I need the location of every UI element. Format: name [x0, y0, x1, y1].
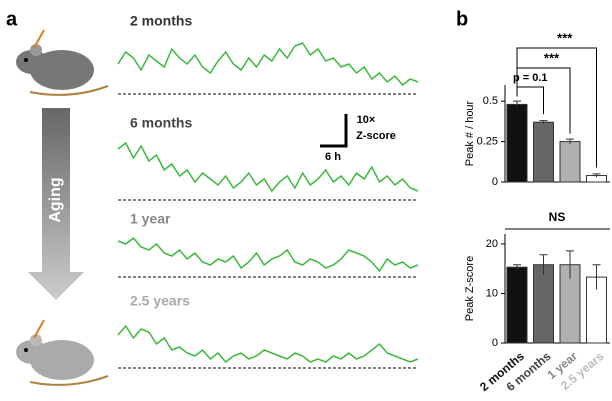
- significance-bracket: [516, 47, 597, 168]
- significance-label: p = 0.1: [513, 72, 548, 84]
- error-bar: [566, 250, 574, 279]
- error-bar: [592, 264, 601, 290]
- trace-label: 2 months: [130, 13, 192, 29]
- trace-label: 1 year: [130, 211, 171, 227]
- bar: [559, 141, 581, 183]
- error-bar: [513, 264, 521, 270]
- trace: [117, 42, 419, 87]
- y-tick-label: 20: [486, 238, 498, 250]
- error-bar: [539, 120, 548, 124]
- error-bar: [566, 138, 574, 145]
- error-bar: [513, 100, 521, 108]
- significance-label: ***: [557, 30, 573, 45]
- trace-label: 6 months: [130, 115, 192, 131]
- y-tick-label: 0.5: [483, 95, 498, 107]
- bar: [533, 121, 554, 183]
- aging-arrow: [28, 108, 84, 300]
- trace: [117, 141, 419, 193]
- scale-bar: [320, 114, 348, 148]
- scale-label: 10×: [357, 114, 376, 126]
- panel-label: b: [456, 8, 468, 30]
- significance-label: ***: [544, 50, 560, 65]
- trace: [117, 324, 419, 364]
- bar: [533, 264, 554, 344]
- scale-label: 6 h: [325, 151, 341, 163]
- y-axis-label: Peak # / hour: [464, 100, 476, 166]
- arrow-label: Aging: [47, 177, 64, 222]
- y-axis-label: Peak Z-score: [464, 256, 476, 321]
- bar: [506, 103, 528, 183]
- scale-label: Z-score: [356, 130, 396, 142]
- trace-label: 2.5 years: [130, 293, 190, 309]
- y-tick-label: 10: [486, 287, 498, 299]
- error-bar: [539, 254, 548, 275]
- bar: [506, 266, 528, 344]
- mouse-icon: [16, 319, 109, 386]
- y-tick-label: 0: [492, 337, 498, 349]
- y-tick-label: 0.25: [477, 135, 498, 147]
- mouse-icon: [16, 29, 109, 96]
- panel-label: a: [6, 8, 18, 30]
- significance-label: NS: [549, 210, 566, 224]
- y-tick-label: 0: [492, 176, 498, 188]
- trace: [117, 236, 419, 273]
- error-bar: [592, 173, 601, 178]
